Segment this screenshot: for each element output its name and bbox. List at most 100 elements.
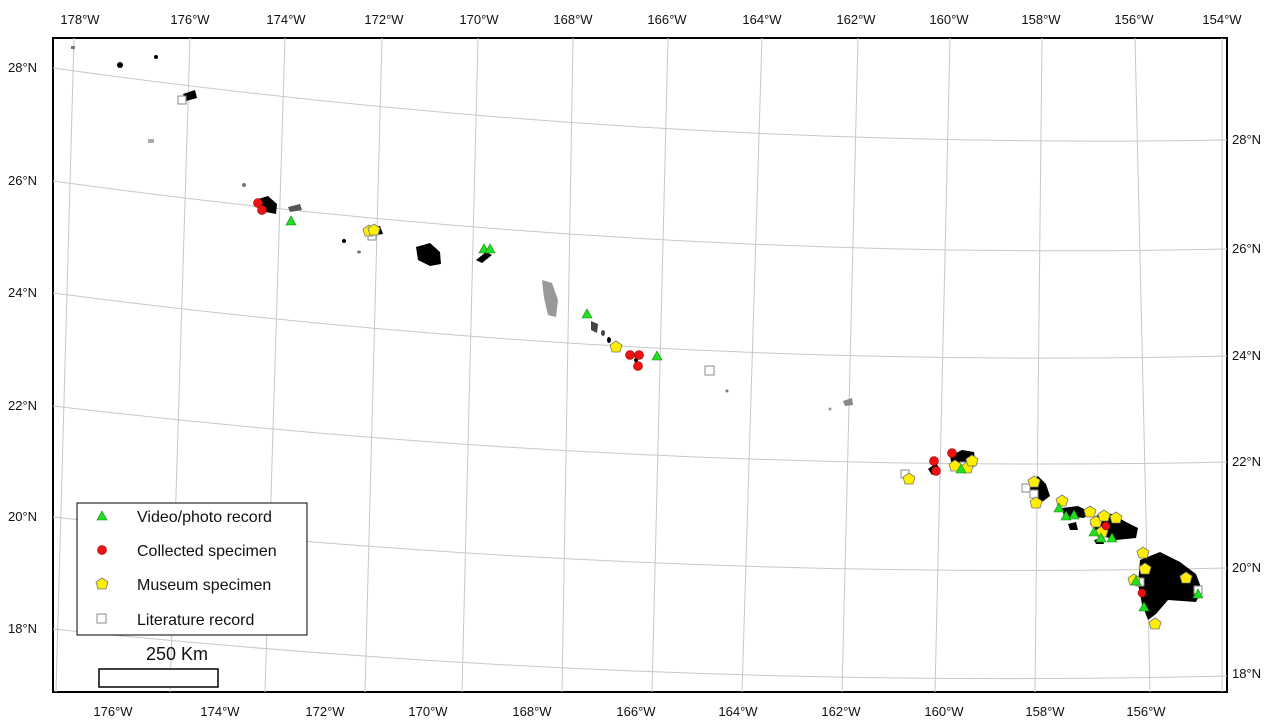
- tick-label: 20°N: [1232, 560, 1261, 575]
- museum-specimen: [1029, 496, 1043, 509]
- graticule-meridians: [55, 37, 1223, 693]
- island-raita: [342, 239, 346, 243]
- island-hawaii: [1138, 552, 1202, 620]
- tick-label: 156°W: [1114, 12, 1154, 27]
- tick-label: 164°W: [718, 704, 758, 719]
- island-shoal-east-2: [725, 389, 729, 393]
- tick-label: 164°W: [742, 12, 782, 27]
- video-photo-record: [1138, 601, 1150, 612]
- tick-label: 18°N: [8, 621, 37, 636]
- museum-specimen: [367, 223, 381, 236]
- tick-label: 168°W: [553, 12, 593, 27]
- museum-specimen: [948, 459, 962, 472]
- museum-specimen: [1136, 546, 1150, 559]
- video-photo-record: [1060, 510, 1072, 521]
- island-reef-small: [148, 139, 154, 143]
- museum-specimen: [1109, 511, 1123, 524]
- island-pearl-hermes-2: [154, 55, 158, 59]
- literature-record: [1021, 483, 1031, 493]
- legend-label-literature: Literature record: [137, 612, 254, 629]
- tick-label: 154°W: [1202, 12, 1242, 27]
- legend: Video/photo record Collected specimen Mu…: [76, 502, 308, 636]
- records-collected: [253, 198, 1147, 598]
- tick-label: 170°W: [408, 704, 448, 719]
- museum-specimen: [1027, 475, 1041, 488]
- tick-label: 26°N: [8, 173, 37, 188]
- tick-label: 162°W: [821, 704, 861, 719]
- tick-label: 24°N: [1232, 348, 1261, 363]
- tick-label: 172°W: [305, 704, 345, 719]
- tick-label: 174°W: [266, 12, 306, 27]
- right-latitude-labels: 28°N 26°N 24°N 22°N 20°N 18°N: [1232, 132, 1261, 681]
- island-kure: [71, 46, 75, 49]
- top-longitude-labels: 178°W 176°W 174°W 172°W 170°W 168°W 166°…: [60, 12, 1242, 27]
- island-nihoa-1: [591, 321, 598, 333]
- island-gardner-2: [357, 250, 361, 254]
- legend-square-icon: [96, 613, 107, 624]
- island-molokai: [1062, 506, 1090, 518]
- video-photo-record: [1095, 532, 1107, 543]
- video-photo-record: [285, 215, 297, 226]
- island-pearl-hermes: [117, 62, 123, 68]
- tick-label: 174°W: [200, 704, 240, 719]
- video-photo-record: [484, 243, 496, 254]
- collected-specimen: [257, 205, 267, 215]
- scale-bar-label: 250 Km: [146, 644, 208, 664]
- island-shoal-far: [843, 398, 853, 406]
- museum-specimen: [902, 472, 916, 485]
- tick-label: 162°W: [836, 12, 876, 27]
- collected-specimen: [634, 350, 644, 360]
- video-photo-record: [1106, 532, 1118, 543]
- bottom-longitude-labels: 176°W 174°W 172°W 170°W 168°W 166°W 164°…: [93, 704, 1166, 719]
- tick-label: 28°N: [1232, 132, 1261, 147]
- literature-record: [1029, 489, 1039, 499]
- legend-pentagon-icon: [95, 577, 109, 590]
- tick-label: 22°N: [8, 398, 37, 413]
- literature-record: [177, 95, 187, 105]
- literature-record: [704, 365, 715, 376]
- island-lanai: [1068, 522, 1078, 530]
- tick-label: 28°N: [8, 60, 37, 75]
- video-photo-record: [1088, 526, 1100, 537]
- video-photo-record: [1053, 502, 1065, 513]
- tick-label: 158°W: [1021, 12, 1061, 27]
- museum-specimen: [1083, 505, 1097, 518]
- island-shoal-far-2: [828, 407, 832, 411]
- left-latitude-labels: 28°N 26°N 24°N 22°N 20°N 18°N: [8, 60, 37, 636]
- tick-label: 26°N: [1232, 241, 1261, 256]
- collected-specimen: [931, 466, 941, 476]
- tick-label: 24°N: [8, 285, 37, 300]
- tick-label: 170°W: [459, 12, 499, 27]
- museum-specimen: [1097, 509, 1111, 522]
- tick-label: 166°W: [647, 12, 687, 27]
- tick-label: 178°W: [60, 12, 100, 27]
- island-laysan-left: [242, 183, 246, 187]
- legend-circle-icon: [97, 545, 107, 555]
- tick-label: 22°N: [1232, 454, 1261, 469]
- tick-label: 20°N: [8, 509, 37, 524]
- video-photo-record: [955, 463, 967, 474]
- scale-bar: 250 Km: [98, 644, 219, 688]
- video-photo-record: [581, 308, 593, 319]
- collected-specimen: [625, 350, 635, 360]
- island-nihoa-3: [607, 337, 611, 343]
- museum-specimen: [1179, 571, 1193, 584]
- tick-label: 176°W: [170, 12, 210, 27]
- video-photo-record: [651, 350, 663, 361]
- tick-label: 172°W: [364, 12, 404, 27]
- collected-specimen: [947, 448, 957, 458]
- records-video: [285, 215, 1204, 612]
- museum-specimen: [1148, 617, 1162, 630]
- collected-specimen: [1101, 521, 1111, 531]
- legend-label-video: Video/photo record: [137, 509, 272, 526]
- museum-specimen: [609, 340, 623, 353]
- collected-specimen: [633, 361, 643, 371]
- video-photo-record: [1192, 588, 1204, 599]
- video-photo-record: [1068, 509, 1080, 520]
- tick-label: 168°W: [512, 704, 552, 719]
- island-laysan-shoal: [288, 204, 302, 212]
- collected-specimen: [929, 456, 939, 466]
- tick-label: 176°W: [93, 704, 133, 719]
- legend-label-collected: Collected specimen: [137, 543, 277, 560]
